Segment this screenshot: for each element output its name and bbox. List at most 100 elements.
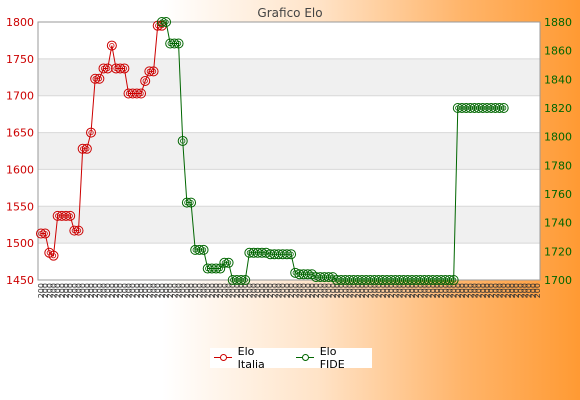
x-tick-label: 200 <box>129 283 138 298</box>
x-tick-label: 200 <box>370 283 379 298</box>
data-point <box>156 17 167 27</box>
data-point <box>331 275 342 285</box>
x-tick-label: 200 <box>362 283 371 298</box>
data-point <box>369 275 380 285</box>
x-tick-label: 200 <box>70 283 79 298</box>
data-point <box>69 225 80 236</box>
x-tick-label: 200 <box>179 283 188 298</box>
x-tick-label: 200 <box>383 283 392 298</box>
x-tick-label: 200 <box>191 283 200 298</box>
x-tick-label: 200 <box>450 283 459 298</box>
data-point <box>356 275 367 285</box>
data-point <box>352 275 363 285</box>
x-tick-label: 200 <box>75 283 84 298</box>
data-point-inner <box>105 65 111 72</box>
data-point <box>181 197 192 208</box>
x-tick-label: 200 <box>470 283 479 298</box>
data-point <box>419 275 430 285</box>
data-point <box>248 247 259 258</box>
x-tick-label: 200 <box>187 283 196 298</box>
data-point <box>56 210 67 221</box>
x-tick-label: 200 <box>166 283 175 298</box>
data-point <box>131 88 142 99</box>
data-point <box>273 249 284 260</box>
data-point <box>252 247 263 258</box>
x-tick-label: 200 <box>529 283 538 298</box>
x-tick-label: 200 <box>312 283 321 298</box>
x-tick-label: 200 <box>320 283 329 298</box>
x-tick-label: 200 <box>275 283 284 298</box>
data-point <box>477 103 488 113</box>
grid-band <box>38 206 540 244</box>
data-point <box>461 103 472 113</box>
data-point-inner <box>175 40 182 47</box>
x-tick-label: 200 <box>212 283 221 298</box>
data-point <box>319 272 330 283</box>
data-point <box>198 244 209 255</box>
x-tick-label: 200 <box>483 283 492 298</box>
data-point <box>136 88 147 99</box>
series-layer <box>36 17 509 285</box>
x-tick-label: 200 <box>295 283 304 298</box>
x-tick-label: 200 <box>258 283 267 298</box>
x-tick-label: 200 <box>200 283 209 298</box>
x-tick-label: 200 <box>283 283 292 298</box>
x-tick-label: 200 <box>158 283 167 298</box>
x-tick-label: 200 <box>445 283 454 298</box>
right-tick-label: 1800 <box>544 131 572 144</box>
data-point <box>227 275 238 285</box>
x-tick-label: 200 <box>358 283 367 298</box>
data-point <box>90 73 101 84</box>
data-point-inner <box>217 265 223 272</box>
data-point <box>111 63 122 74</box>
data-point <box>161 17 172 27</box>
left-tick-label: 1600 <box>6 163 34 176</box>
data-point <box>440 275 451 285</box>
data-point <box>77 143 88 154</box>
data-point <box>269 249 280 260</box>
x-tick-label: 200 <box>37 283 46 298</box>
x-tick-label: 200 <box>375 283 384 298</box>
x-tick-label: 200 <box>220 283 229 298</box>
data-point <box>186 197 197 208</box>
data-point <box>81 143 92 154</box>
data-point-inner <box>67 213 73 219</box>
data-point <box>223 257 234 268</box>
x-tick-label: 200 <box>337 283 346 298</box>
data-point <box>415 275 426 285</box>
data-point <box>377 275 388 285</box>
data-point <box>202 263 213 274</box>
legend-label-elo-fide: Elo FIDE <box>319 345 345 371</box>
x-tick-label: 200 <box>195 283 204 298</box>
data-point <box>365 275 376 285</box>
data-point <box>390 275 401 285</box>
data-point <box>173 38 184 49</box>
x-tick-label: 200 <box>91 283 100 298</box>
data-point <box>48 250 59 261</box>
data-point-inner <box>109 42 115 49</box>
data-point <box>481 103 492 113</box>
x-tick-label: 200 <box>162 283 171 298</box>
data-point <box>490 103 501 113</box>
x-tick-label: 200 <box>112 283 121 298</box>
data-point <box>427 275 438 285</box>
left-tick-label: 1750 <box>6 53 34 66</box>
data-point <box>465 103 476 113</box>
data-point <box>486 103 497 113</box>
data-point <box>236 275 247 285</box>
series-elo-fide <box>156 17 509 285</box>
right-tick-label: 1740 <box>544 217 572 230</box>
x-tick-label: 200 <box>83 283 92 298</box>
x-tick-label: 200 <box>266 283 275 298</box>
data-point <box>469 103 480 113</box>
data-point <box>206 263 217 274</box>
data-point <box>290 267 301 278</box>
x-tick-label: 200 <box>504 283 513 298</box>
series-elo-italia <box>36 20 167 261</box>
right-tick-label: 1700 <box>544 274 572 287</box>
data-point <box>402 275 413 285</box>
data-point <box>386 275 397 285</box>
x-tick-label: 200 <box>116 283 125 298</box>
